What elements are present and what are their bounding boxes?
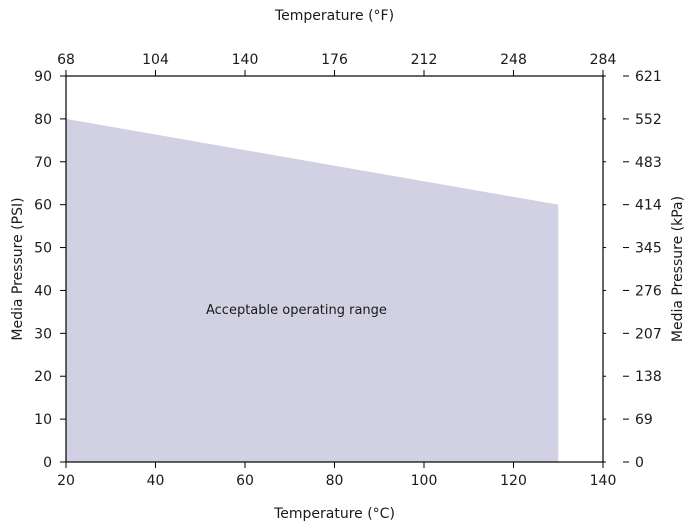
y-tick-label: 40 <box>34 283 52 299</box>
y2-tick-label: 138 <box>635 369 662 385</box>
y-tick-label: 30 <box>34 326 52 342</box>
x2-tick-label: 212 <box>411 52 438 68</box>
y-tick-label: 70 <box>34 155 52 171</box>
x-tick-label: 20 <box>57 473 75 489</box>
x-tick-label: 40 <box>147 473 165 489</box>
x2-tick-label: 68 <box>57 52 75 68</box>
operating-range-area <box>66 118 559 462</box>
y-tick-label: 60 <box>34 198 52 214</box>
x2-tick-label: 284 <box>590 52 617 68</box>
y-tick-label: 20 <box>34 369 52 385</box>
y-tick-label: 10 <box>34 412 52 428</box>
y2-tick-label: 207 <box>635 326 662 342</box>
x2-tick-label: 104 <box>142 52 169 68</box>
x2-tick-label: 176 <box>321 52 348 68</box>
y2-tick-label: 414 <box>635 198 662 214</box>
x-axis-title: Temperature (°C) <box>273 506 395 522</box>
y2-tick-label: 0 <box>635 455 644 471</box>
y2-tick-label: 621 <box>635 69 662 85</box>
x-tick-label: 80 <box>326 473 344 489</box>
y2-tick-label: 276 <box>635 283 662 299</box>
x2-tick-label: 248 <box>500 52 527 68</box>
x2-axis-title: Temperature (°F) <box>274 8 394 24</box>
y-tick-label: 80 <box>34 112 52 128</box>
y-axis-title: Media Pressure (PSI) <box>10 197 26 340</box>
y2-tick-label: 552 <box>635 112 662 128</box>
x-tick-label: 60 <box>236 473 254 489</box>
y2-tick-label: 483 <box>635 155 662 171</box>
tick-marks <box>60 70 629 468</box>
y2-tick-label: 69 <box>635 412 653 428</box>
y-tick-label: 0 <box>43 455 52 471</box>
y2-axis-title: Media Pressure (kPa) <box>670 196 685 342</box>
x-tick-label: 120 <box>500 473 527 489</box>
x-tick-label: 100 <box>411 473 438 489</box>
x2-tick-label: 140 <box>232 52 259 68</box>
y-tick-label: 50 <box>34 241 52 257</box>
plot-area <box>65 75 604 463</box>
y2-tick-label: 345 <box>635 241 662 257</box>
y-tick-label: 90 <box>34 69 52 85</box>
x-tick-label: 140 <box>590 473 617 489</box>
operating-range-annotation: Acceptable operating range <box>206 303 387 318</box>
